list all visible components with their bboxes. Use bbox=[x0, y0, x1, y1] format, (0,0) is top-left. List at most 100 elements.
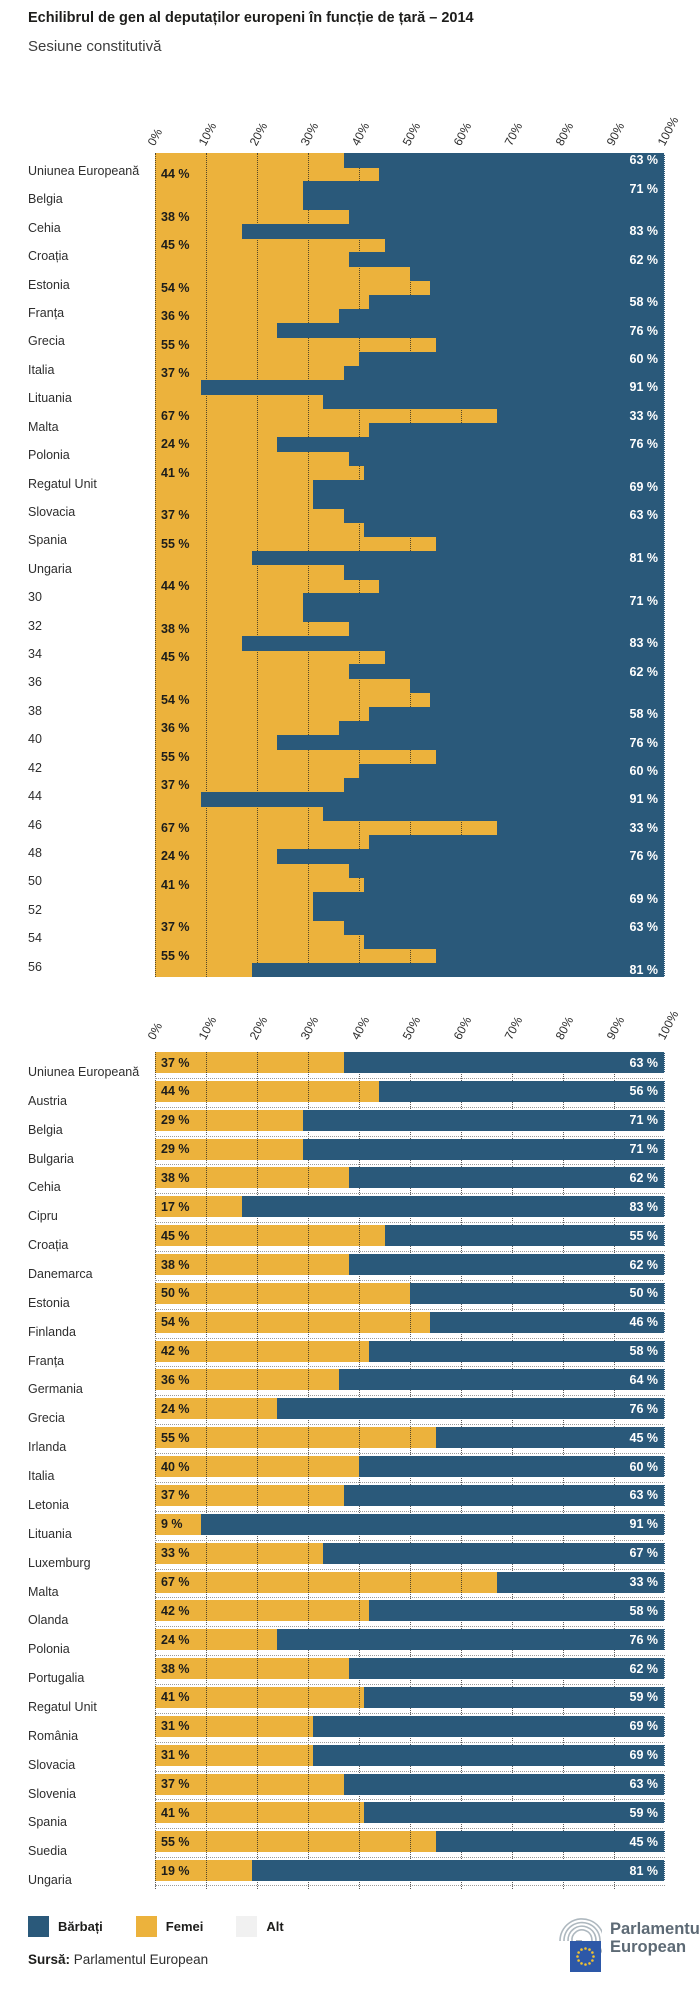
category-label: Luxemburg bbox=[28, 1555, 91, 1570]
bar-barbati bbox=[241, 1196, 665, 1218]
bar-value-label-right: 63 % bbox=[629, 1488, 659, 1503]
bar-femei bbox=[155, 550, 252, 566]
bar-femei bbox=[155, 1138, 303, 1160]
legend-item-femei: Femei bbox=[135, 1916, 204, 1937]
category-label: Belgia bbox=[28, 192, 63, 207]
bar-value-label-left: 24 % bbox=[161, 849, 190, 864]
bar-femei bbox=[155, 522, 365, 538]
bar-barbati bbox=[313, 1744, 665, 1766]
bar-value-label-right: 63 % bbox=[629, 920, 659, 935]
category-label: 50 bbox=[28, 874, 42, 889]
bar-barbati bbox=[384, 650, 665, 665]
category-label: Malta bbox=[28, 1584, 59, 1599]
category-label: Lituania bbox=[28, 1526, 72, 1541]
bar-femei bbox=[155, 934, 365, 950]
bar-femei bbox=[155, 692, 431, 708]
chart1-x-axis: 0% 10% 20% 30% 40% 50% 60% 70% 80% 90% 100% bbox=[145, 92, 682, 150]
row-separator-line bbox=[155, 1395, 665, 1397]
bar-femei bbox=[155, 579, 380, 594]
x-axis-tick-label: 90% bbox=[603, 120, 628, 148]
bar-femei bbox=[155, 849, 278, 864]
bar-value-label-left: 44 % bbox=[161, 1084, 190, 1099]
bar-value-label-left: 55 % bbox=[161, 749, 190, 764]
bar-femei bbox=[155, 962, 252, 978]
x-axis-tick-label: 50% bbox=[399, 1014, 424, 1042]
bar-barbati bbox=[430, 280, 665, 296]
bar-value-label-right: 58 % bbox=[629, 707, 659, 722]
bar-femei bbox=[155, 920, 344, 935]
category-label: Italia bbox=[28, 362, 55, 377]
bar-value-label-right: 45 % bbox=[629, 1834, 659, 1849]
bar-value-label-right: 45 % bbox=[629, 1430, 659, 1445]
bar-femei bbox=[155, 252, 349, 268]
category-label: Slovenia bbox=[28, 1786, 76, 1801]
category-label: Uniunea Europeană bbox=[28, 164, 140, 178]
gridline bbox=[206, 1052, 207, 1889]
bar-value-label-left: 44 % bbox=[161, 579, 190, 594]
bar-femei bbox=[155, 337, 436, 353]
bar-barbati bbox=[369, 295, 665, 310]
bar-value-label-left: 54 % bbox=[161, 1315, 190, 1330]
bar-value-label-left: 31 % bbox=[161, 1748, 190, 1763]
bar-barbati bbox=[348, 252, 665, 268]
bar-value-label-right: 83 % bbox=[629, 1199, 659, 1214]
bar-barbati bbox=[200, 792, 665, 807]
bar-barbati bbox=[379, 167, 665, 182]
barbati-swatch bbox=[28, 1916, 49, 1937]
bar-barbati bbox=[435, 337, 665, 353]
category-label: 44 bbox=[28, 789, 42, 804]
bar-femei bbox=[155, 1686, 365, 1708]
bar-value-label-left: 31 % bbox=[161, 1719, 190, 1734]
bar-femei bbox=[155, 437, 278, 452]
row-separator-line bbox=[155, 1885, 665, 1886]
gridline bbox=[155, 1052, 156, 1889]
bar-barbati bbox=[241, 636, 665, 651]
bar-value-label-right: 63 % bbox=[629, 1055, 659, 1070]
x-axis-tick-label: 0% bbox=[144, 126, 166, 148]
row-separator-line bbox=[155, 1626, 665, 1628]
bar-barbati bbox=[302, 593, 665, 609]
bar-barbati bbox=[435, 749, 665, 765]
bar-femei bbox=[155, 238, 385, 253]
x-axis-tick-label: 30% bbox=[297, 1014, 322, 1042]
category-label: 32 bbox=[28, 618, 42, 633]
bar-femei bbox=[155, 834, 370, 850]
bar-value-label-left: 36 % bbox=[161, 309, 190, 324]
category-label: Grecia bbox=[28, 1411, 65, 1426]
bar-barbati bbox=[343, 565, 665, 580]
bar-femei bbox=[155, 280, 431, 296]
bar-barbati bbox=[343, 1052, 665, 1073]
category-label: Estonia bbox=[28, 277, 70, 292]
bar-barbati bbox=[384, 1225, 665, 1247]
bar-value-label-left: 9 % bbox=[161, 1517, 183, 1532]
legend-label: Femei bbox=[165, 1919, 204, 1934]
bar-barbati bbox=[343, 1484, 665, 1506]
bar-value-label-left: 38 % bbox=[161, 1257, 190, 1272]
bar-value-label-right: 69 % bbox=[629, 891, 659, 906]
category-label: Ungaria bbox=[28, 1873, 72, 1888]
bar-femei bbox=[155, 1080, 380, 1102]
bar-value-label-right: 71 % bbox=[629, 1113, 659, 1128]
category-label: Cehia bbox=[28, 220, 61, 235]
category-label: Spania bbox=[28, 533, 67, 548]
bar-barbati bbox=[364, 1802, 665, 1824]
bar-barbati bbox=[496, 820, 665, 836]
bar-barbati bbox=[313, 905, 665, 921]
category-label: Austria bbox=[28, 1093, 67, 1108]
bar-femei bbox=[155, 792, 201, 807]
category-label: Slovacia bbox=[28, 504, 76, 519]
bar-femei bbox=[155, 905, 314, 921]
category-label: 46 bbox=[28, 817, 42, 832]
row-separator-line bbox=[155, 1539, 665, 1541]
bar-femei bbox=[155, 820, 497, 836]
page-title: Echilibrul de gen al deputaților europen… bbox=[28, 10, 474, 26]
row-separator-line bbox=[155, 1337, 665, 1339]
category-label: Uniunea Europeană bbox=[28, 1065, 140, 1079]
bar-femei bbox=[155, 1860, 252, 1882]
bar-value-label-right: 50 % bbox=[629, 1286, 659, 1301]
bar-femei bbox=[155, 479, 314, 495]
bar-femei bbox=[155, 948, 436, 964]
category-label: România bbox=[28, 1728, 79, 1743]
bar-barbati bbox=[369, 1340, 665, 1362]
